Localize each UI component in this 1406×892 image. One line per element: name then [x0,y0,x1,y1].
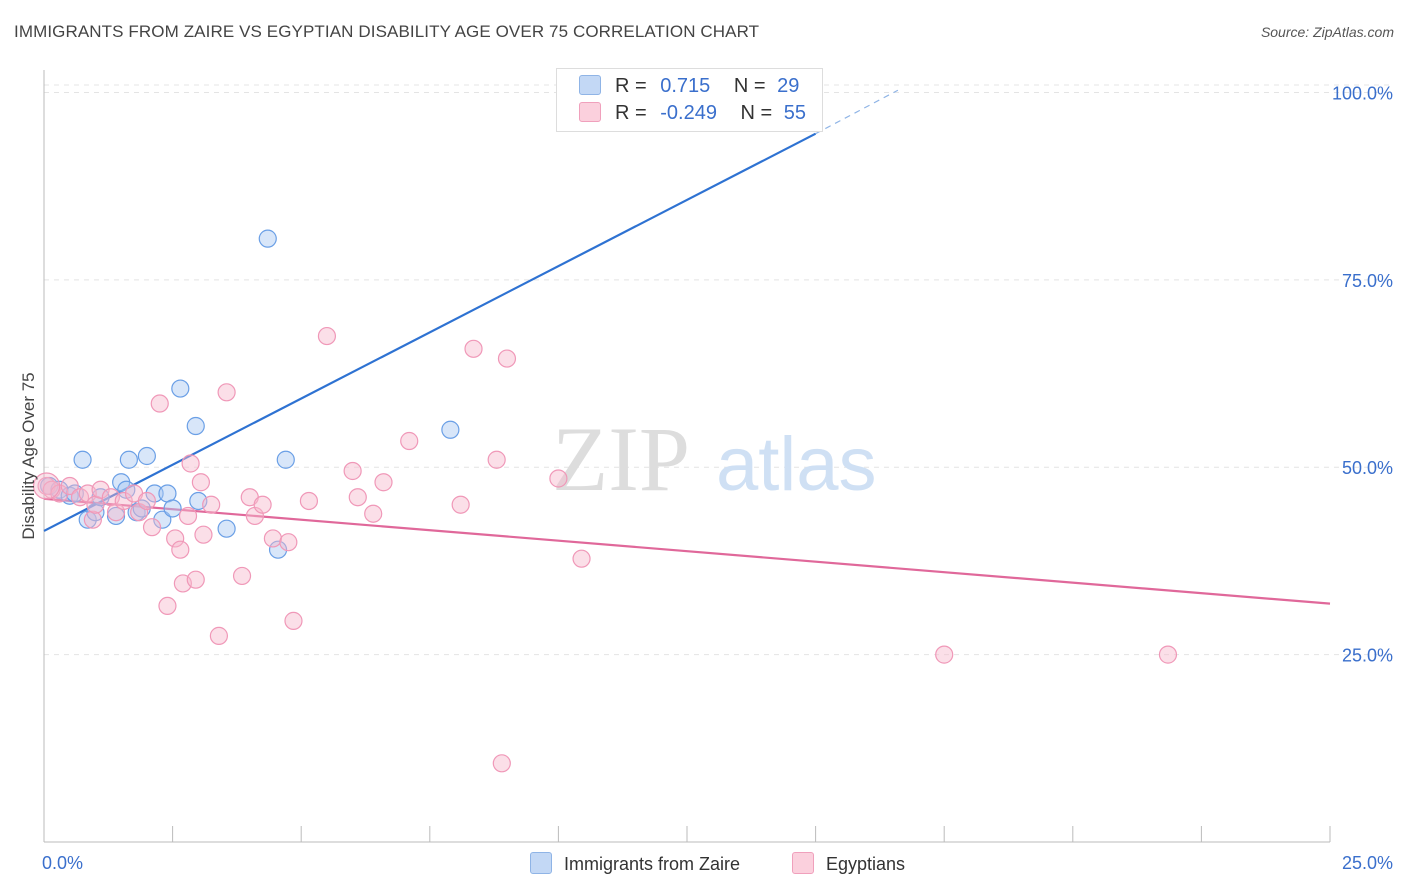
point-egyptians [492,754,511,773]
point-egyptians [451,495,470,514]
x-tick-label: 25.0% [1342,853,1393,873]
point-egyptians [181,454,200,473]
point-zaire [145,484,164,503]
chart-title: IMMIGRANTS FROM ZAIRE VS EGYPTIAN DISABI… [14,22,760,41]
legend-r-label: R = [615,102,647,124]
point-zaire [153,510,172,529]
point-zaire [268,540,288,559]
point-zaire [276,450,295,469]
watermark-atlas: atlas [716,422,877,507]
series-legend-egyptians: Egyptians [792,852,905,875]
legend-n-label: N = [740,102,773,124]
trend-line-zaire [43,132,817,532]
legend-swatch-egyptians [579,102,601,122]
y-tick-label: 75.0% [1342,271,1393,291]
point-egyptians [137,491,156,511]
y-tick-label: 25.0% [1342,646,1393,666]
point-egyptians [400,431,419,451]
y-axis-label: Disability Age Over 75 [19,372,38,539]
legend-r-value: -0.249 [660,102,717,124]
point-egyptians [549,469,568,488]
legend-r-value: 0.715 [660,75,711,97]
point-egyptians [158,596,177,616]
point-egyptians [191,473,210,492]
point-egyptians [178,506,198,526]
point-egyptians [166,529,185,548]
point-zaire [73,450,92,469]
point-egyptians [1158,645,1178,664]
point-egyptians [171,540,190,559]
x-tick-label: 0.0% [42,853,83,873]
point-egyptians [487,450,506,469]
point-zaire [171,379,190,398]
point-egyptians [374,473,393,492]
correlation-legend: R = 0.715 N = 29 R = -0.249 N = 55 [556,68,823,132]
legend-row-egyptians: R = -0.249 N = 55 [579,102,806,126]
point-egyptians [217,383,236,402]
legend-r-label: R = [615,75,647,97]
series-legend-zaire: Immigrants from Zaire [530,852,740,875]
point-egyptians [114,491,133,511]
y-tick-label: 100.0% [1332,83,1393,103]
watermark: ZIP atlas [552,408,877,510]
point-egyptians [142,518,162,537]
point-zaire [186,416,205,436]
point-egyptians [572,549,591,568]
point-egyptians [150,394,169,413]
point-egyptians [497,349,517,368]
point-egyptians [32,472,61,500]
point-zaire [258,229,277,248]
y-tick-label: 50.0% [1342,458,1393,478]
axes [43,70,1331,843]
point-egyptians [935,645,954,664]
point-egyptians [343,461,362,481]
point-egyptians [83,510,102,529]
trend-lines [43,89,1331,605]
legend-row-zaire: R = 0.715 N = 29 [579,75,799,99]
point-egyptians [364,504,383,523]
source-label: Source: ZipAtlas.com [1260,24,1394,40]
point-zaire [119,450,138,469]
series-swatch-egyptians [792,852,814,874]
legend-n-value: 29 [777,75,800,97]
point-egyptians [91,480,110,499]
point-egyptians [279,533,298,552]
tick-labels: 25.0% 50.0% 75.0% 100.0% 0.0% 25.0% [42,83,1393,873]
trend-line-zaire-extension [815,89,899,135]
point-egyptians [202,495,221,514]
series-label-zaire: Immigrants from Zaire [564,854,741,874]
point-egyptians [60,476,79,496]
trend-line-egyptians [43,497,1331,605]
legend-n-value: 55 [783,102,807,124]
point-zaire [217,519,236,538]
point-egyptians [194,525,213,544]
point-egyptians [464,339,483,358]
point-zaire [137,446,156,466]
point-egyptians [232,566,252,586]
point-egyptians [348,488,367,507]
series-swatch-zaire [530,852,552,874]
series-label-egyptians: Egyptians [826,854,906,874]
point-egyptians [299,491,319,511]
point-zaire [441,420,460,439]
point-zaire [78,510,97,529]
point-egyptians [284,611,303,630]
point-egyptians [186,570,205,589]
legend-swatch-zaire [579,75,601,95]
legend-n-label: N = [733,75,766,97]
point-egyptians [317,326,337,346]
point-egyptians [209,626,228,645]
point-egyptians [263,529,283,548]
point-zaire [163,499,182,518]
point-egyptians [253,495,272,514]
watermark-zip: ZIP [552,408,690,510]
